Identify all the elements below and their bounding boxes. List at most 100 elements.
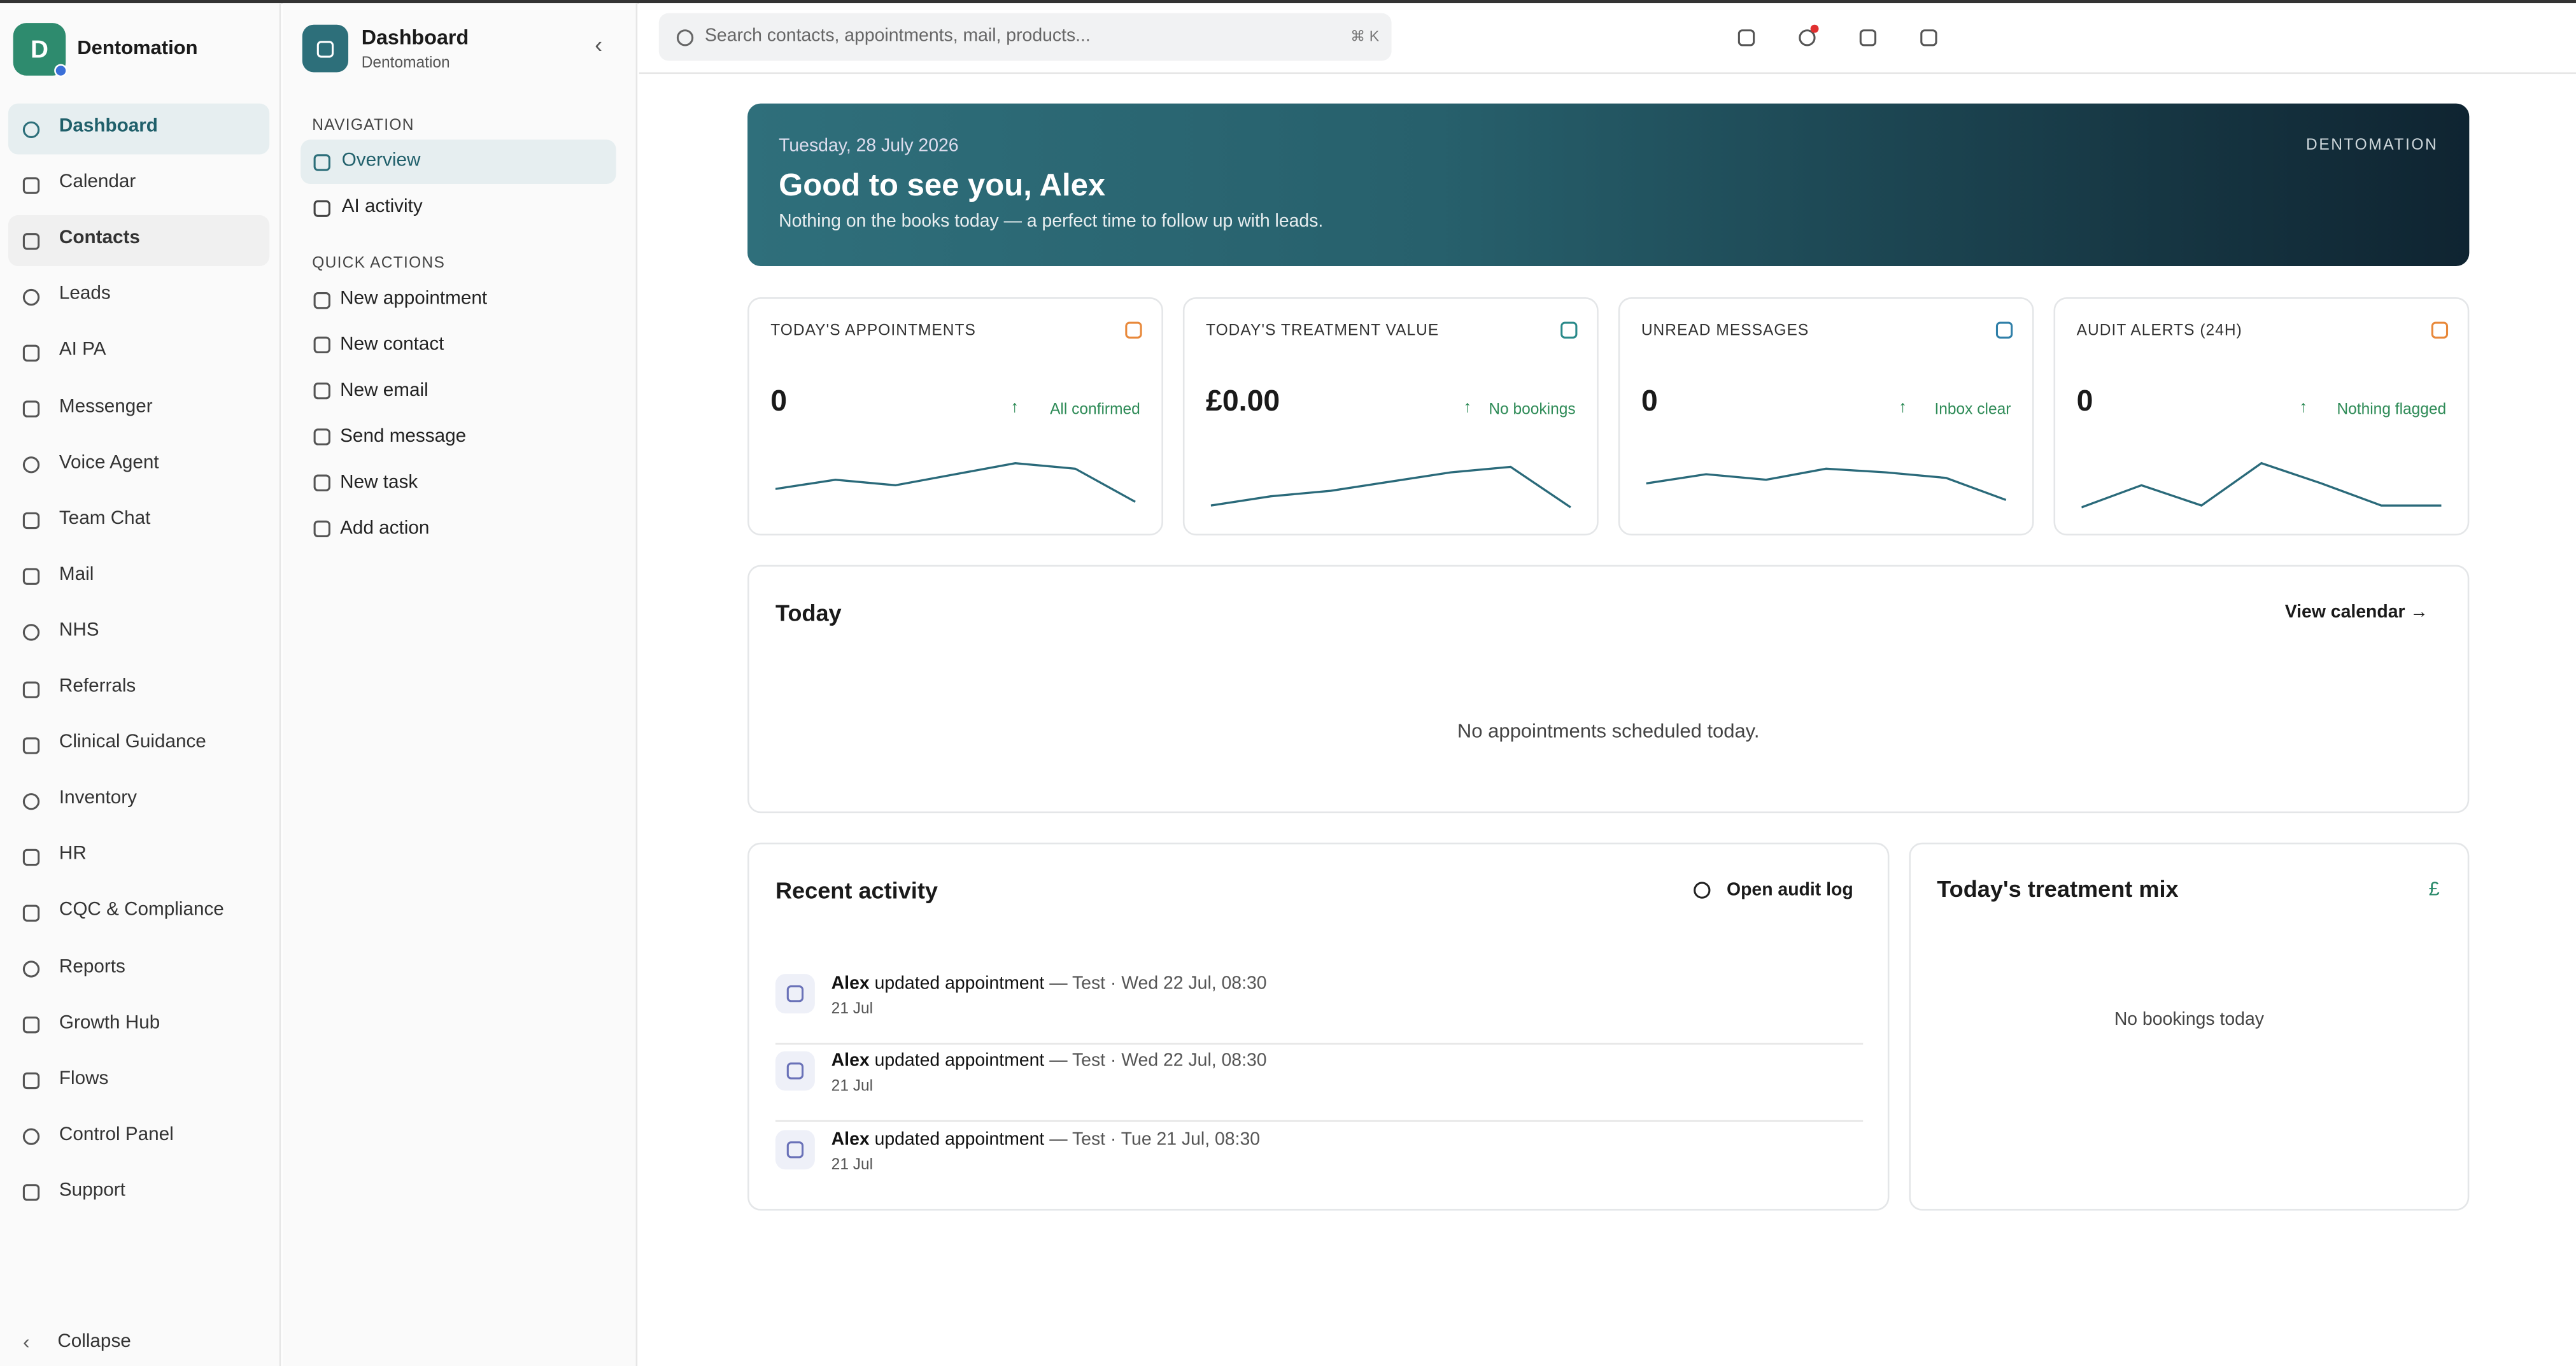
icon-shape <box>22 624 40 642</box>
icon-shape <box>22 848 40 866</box>
icon <box>22 344 40 362</box>
icon-shape <box>313 291 330 309</box>
nav-label: Contacts <box>59 229 140 249</box>
icon <box>22 905 40 922</box>
card-title: Today's treatment mix <box>1937 875 2179 902</box>
icon-shape <box>22 1073 40 1090</box>
activity-text: Alex updated appointment — Test · Tue 21… <box>832 1130 1260 1150</box>
activity-row: Alex updated appointment — Test · Wed 22… <box>775 1045 1864 1123</box>
nav-item[interactable]: Leads <box>8 272 269 323</box>
nav-item[interactable]: CQC & Compliance <box>8 887 269 938</box>
quick-action[interactable]: New email <box>301 369 616 414</box>
icon <box>22 736 40 754</box>
icon <box>1560 321 1578 339</box>
nav-label: Dashboard <box>59 116 158 137</box>
activity-icon <box>775 1129 815 1169</box>
icon-shape <box>22 120 40 137</box>
empty-state: No bookings today <box>2114 1010 2264 1030</box>
sidebar: D Dentomation Dashboard Calendar Contacts Lea… <box>0 3 281 1366</box>
icon <box>22 400 40 418</box>
nav-item[interactable]: Contacts <box>8 215 270 267</box>
kpi-value: 0 <box>2076 384 2093 418</box>
sparkline <box>2081 461 2442 509</box>
panel-collapse[interactable]: ‹ <box>595 31 603 58</box>
quick-action[interactable]: New contact <box>301 323 616 368</box>
nav-label: Leads <box>59 285 111 305</box>
top-edge <box>0 0 2576 4</box>
icon-shape <box>786 1063 804 1080</box>
topbar-button[interactable] <box>1722 3 1771 74</box>
quick-action[interactable]: New appointment <box>301 278 616 322</box>
nav-item[interactable]: Clinical Guidance <box>8 719 269 770</box>
quick-action[interactable]: New task <box>301 461 616 505</box>
nav-label: Messenger <box>59 397 153 417</box>
nav-item[interactable]: Dashboard <box>8 103 270 155</box>
panel-nav-item[interactable]: AI activity <box>301 186 616 230</box>
nav-item[interactable]: Control Panel <box>8 1111 269 1162</box>
nav-item[interactable]: Messenger <box>8 384 269 435</box>
icon <box>313 199 330 216</box>
quick-action-label: New task <box>340 472 418 493</box>
sparkline <box>1210 465 1571 509</box>
search-box[interactable]: Search contacts, appointments, mail, pro… <box>658 13 1392 61</box>
icon-shape <box>22 568 40 586</box>
section-heading: QUICK ACTIONS <box>312 254 446 273</box>
activity-row: Alex updated appointment — Test · Tue 21… <box>775 1123 1863 1200</box>
activity-actor: Alex <box>831 1129 870 1150</box>
icon <box>313 291 330 309</box>
card-link: Open audit log <box>1727 880 1853 901</box>
topbar-button[interactable] <box>1783 3 1832 74</box>
kpi-status: Nothing flagged <box>2337 400 2447 419</box>
nav-item[interactable]: Referrals <box>8 663 269 714</box>
icon-shape <box>1125 321 1142 339</box>
notification-dot <box>1810 24 1819 33</box>
nav-label: Reports <box>59 957 125 977</box>
kpi-label: TODAY'S APPOINTMENTS <box>770 321 976 341</box>
panel-icon <box>302 24 349 73</box>
icon-shape <box>1995 321 2013 339</box>
nav-item[interactable]: Calendar <box>8 160 269 211</box>
collapse-button[interactable]: ‹ Collapse <box>8 1322 269 1365</box>
audit-link[interactable]: Open audit log <box>1692 877 1857 906</box>
activity-icon <box>775 974 815 1014</box>
icon <box>676 28 694 46</box>
nav-item[interactable]: Voice Agent <box>8 439 269 490</box>
nav-item[interactable]: Team Chat <box>8 495 269 546</box>
arrow: ↑ <box>1463 399 1472 418</box>
quick-action[interactable]: Send message <box>301 415 616 460</box>
nav-item[interactable]: Support <box>8 1167 269 1218</box>
kpi-card: TODAY'S TREATMENT VALUE £0.00 No bookings ↑ <box>1182 297 1599 536</box>
topbar-button[interactable] <box>1843 3 1892 74</box>
icon <box>1737 29 1755 46</box>
icon-shape <box>22 456 40 474</box>
card-link[interactable]: View calendar → <box>2284 603 2428 623</box>
icon <box>22 456 40 474</box>
nav-item[interactable]: AI PA <box>8 328 269 379</box>
icon-shape <box>676 28 694 46</box>
nav-item[interactable]: Flows <box>8 1055 269 1106</box>
nav-label: HR <box>59 845 87 865</box>
mix-card: Today's treatment mix £ No bookings today <box>1909 842 2470 1211</box>
kpi-status: No bookings <box>1489 400 1576 419</box>
activity-action: updated appointment <box>874 1129 1045 1150</box>
topbar-button[interactable] <box>1904 3 1953 74</box>
icon <box>22 288 40 306</box>
activity-detail: — Test · Wed 22 Jul, 08:30 <box>1049 1052 1267 1072</box>
icon <box>313 383 330 400</box>
quick-action-label: Add action <box>340 518 430 539</box>
icon <box>2431 321 2449 339</box>
activity-date: 21 Jul <box>831 1078 874 1097</box>
nav-item[interactable]: Reports <box>8 943 269 994</box>
quick-action-label: New appointment <box>340 289 488 309</box>
nav-item[interactable]: HR <box>8 831 269 882</box>
nav-item[interactable]: Growth Hub <box>8 999 269 1050</box>
icon-shape <box>313 520 330 538</box>
icon-shape <box>22 1017 40 1034</box>
nav-item[interactable]: Mail <box>8 551 269 602</box>
panel-nav-item[interactable]: Overview <box>301 139 616 185</box>
icon <box>1859 29 1877 46</box>
nav-item[interactable]: NHS <box>8 607 269 658</box>
nav-item[interactable]: Inventory <box>8 775 269 826</box>
activity-action: updated appointment <box>874 974 1045 994</box>
quick-action[interactable]: Add action <box>301 507 616 551</box>
